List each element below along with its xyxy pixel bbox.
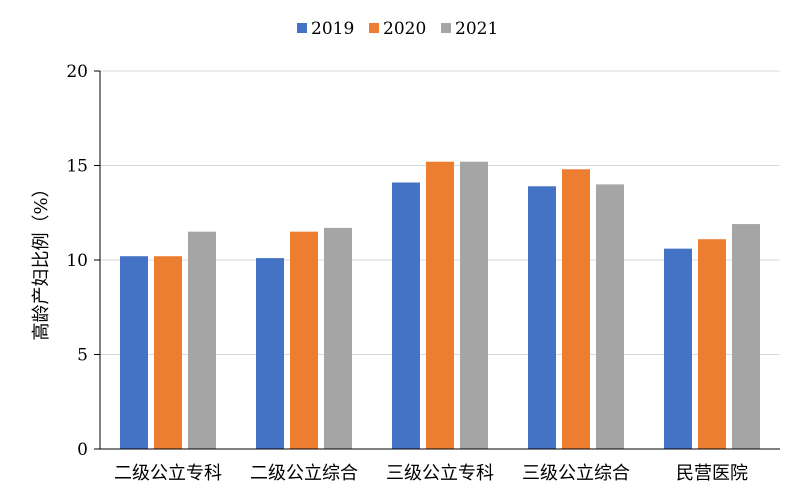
bars — [120, 161, 760, 450]
legend-label: 2020 — [383, 19, 426, 39]
axes — [94, 70, 780, 450]
bar-2020-4 — [698, 239, 726, 449]
bar-2021-2 — [460, 161, 488, 449]
legend-label: 2021 — [455, 19, 498, 39]
bar-2020-2 — [426, 161, 454, 449]
x-category-labels: 二级公立专科 二级公立综合 三级公立专科 三级公立综合 民营医院 — [114, 463, 748, 484]
y-tick-label: 20 — [66, 62, 88, 82]
legend-swatch-2019 — [297, 23, 307, 33]
legend-swatch-2020 — [369, 23, 379, 33]
y-tick-label: 10 — [66, 251, 88, 271]
bar-2021-3 — [596, 184, 624, 449]
bar-2021-1 — [324, 227, 352, 449]
bar-2019-0 — [120, 256, 148, 449]
bar-2019-2 — [392, 182, 420, 449]
bar-2021-4 — [732, 224, 760, 449]
bar-2020-1 — [290, 231, 318, 449]
legend-label: 2019 — [311, 19, 354, 39]
y-axis-label: 高龄产妇比例（%） — [31, 179, 52, 340]
x-category-label: 三级公立专科 — [386, 463, 494, 484]
bar-2019-4 — [664, 248, 692, 449]
y-tick-label: 5 — [77, 346, 88, 366]
bar-2019-3 — [528, 186, 556, 450]
legend-swatch-2021 — [441, 23, 451, 33]
x-category-label: 二级公立综合 — [250, 463, 358, 484]
legend: 2019 2020 2021 — [297, 19, 498, 39]
x-category-label: 三级公立综合 — [522, 463, 630, 484]
bar-2021-0 — [188, 231, 216, 449]
x-category-label: 民营医院 — [676, 463, 748, 484]
y-tick-label: 15 — [66, 157, 88, 177]
bar-2019-1 — [256, 258, 284, 449]
bar-2020-0 — [154, 256, 182, 449]
y-tick-label: 0 — [77, 440, 88, 460]
x-category-label: 二级公立专科 — [114, 463, 222, 484]
bar-2020-3 — [562, 169, 590, 449]
y-tick-labels: 0 5 10 15 20 — [66, 62, 88, 460]
